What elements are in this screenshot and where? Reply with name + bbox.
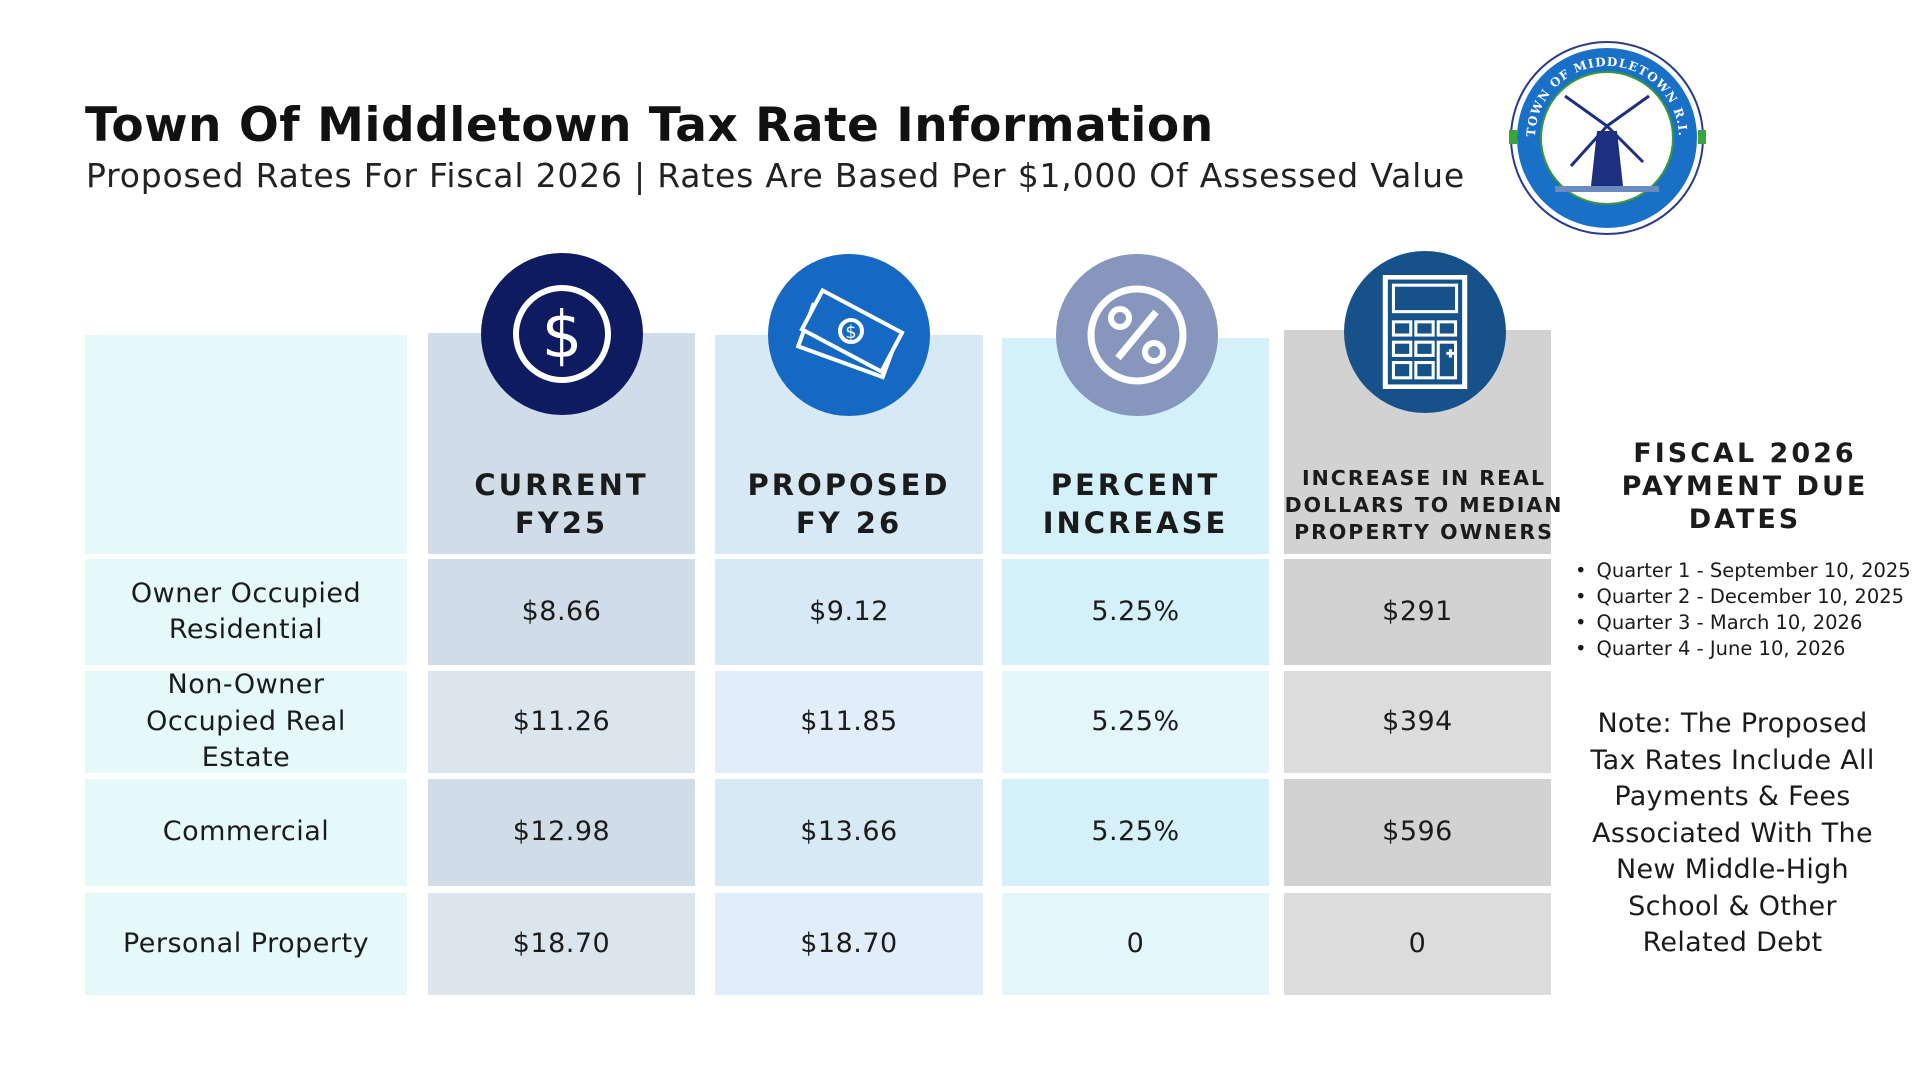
percent-increase-cell: 5.25% <box>1091 705 1180 737</box>
dollar-increase-cell: 0 <box>1408 927 1427 959</box>
svg-text:$: $ <box>542 299 583 373</box>
column-header-current: CURRENT FY25 <box>474 468 649 540</box>
column-header-percent: PERCENT INCREASE <box>1042 468 1229 540</box>
row-label-cell: Non-Owner Occupied Real Estate <box>146 669 346 774</box>
current-rate-cell: $18.70 <box>512 927 611 959</box>
percent-increase-cell: 5.25% <box>1091 595 1180 627</box>
town-seal-logo: TOWN OF MIDDLETOWN R.I. INCORPORATED 174… <box>1509 41 1706 235</box>
payment-dates-list: Quarter 1 - September 10, 2025 Quarter 2… <box>1575 558 1911 662</box>
calculator-icon <box>1344 251 1506 413</box>
percent-increase-cell: 0 <box>1126 927 1145 959</box>
money-bills-icon: $ <box>768 254 930 416</box>
payment-date-item: Quarter 4 - June 10, 2026 <box>1575 636 1911 662</box>
dollar-increase-cell: $394 <box>1382 705 1453 737</box>
dollar-increase-cell: $596 <box>1382 816 1453 848</box>
dollar-icon: $ <box>481 253 643 415</box>
current-rate-cell: $12.98 <box>512 816 611 848</box>
column-header-proposed: PROPOSED FY 26 <box>747 468 951 540</box>
payment-date-item: Quarter 3 - March 10, 2026 <box>1575 610 1911 636</box>
current-rate-cell: $11.26 <box>512 705 611 737</box>
column-header-dollars: INCREASE IN REAL DOLLARS TO MEDIAN PROPE… <box>1284 466 1564 544</box>
dollar-increase-cell: $291 <box>1382 595 1453 627</box>
row-label-cell: Owner Occupied Residential <box>130 577 362 645</box>
percent-icon <box>1056 254 1218 416</box>
svg-text:$: $ <box>845 322 856 343</box>
proposed-rate-cell: $11.85 <box>800 705 898 737</box>
payment-date-item: Quarter 1 - September 10, 2025 <box>1575 558 1911 584</box>
page-title: Town Of Middletown Tax Rate Information <box>85 98 1214 153</box>
row-label-cell: Commercial <box>162 816 330 848</box>
page-subtitle: Proposed Rates For Fiscal 2026 | Rates A… <box>86 156 1465 195</box>
proposed-rate-cell: $9.12 <box>809 595 889 627</box>
percent-increase-cell: 5.25% <box>1091 816 1180 848</box>
payment-dates-title: FISCAL 2026 PAYMENT DUE DATES <box>1621 438 1869 535</box>
payment-date-item: Quarter 2 - December 10, 2025 <box>1575 584 1911 610</box>
proposed-rate-cell: $18.70 <box>800 927 898 959</box>
proposed-rate-cell: $13.66 <box>800 816 898 848</box>
note-text: Note: The Proposed Tax Rates Include All… <box>1590 708 1875 958</box>
row-label-cell: Personal Property <box>122 927 370 959</box>
current-rate-cell: $8.66 <box>521 595 602 627</box>
dollars-column <box>1284 330 1551 995</box>
current-column <box>428 333 695 995</box>
